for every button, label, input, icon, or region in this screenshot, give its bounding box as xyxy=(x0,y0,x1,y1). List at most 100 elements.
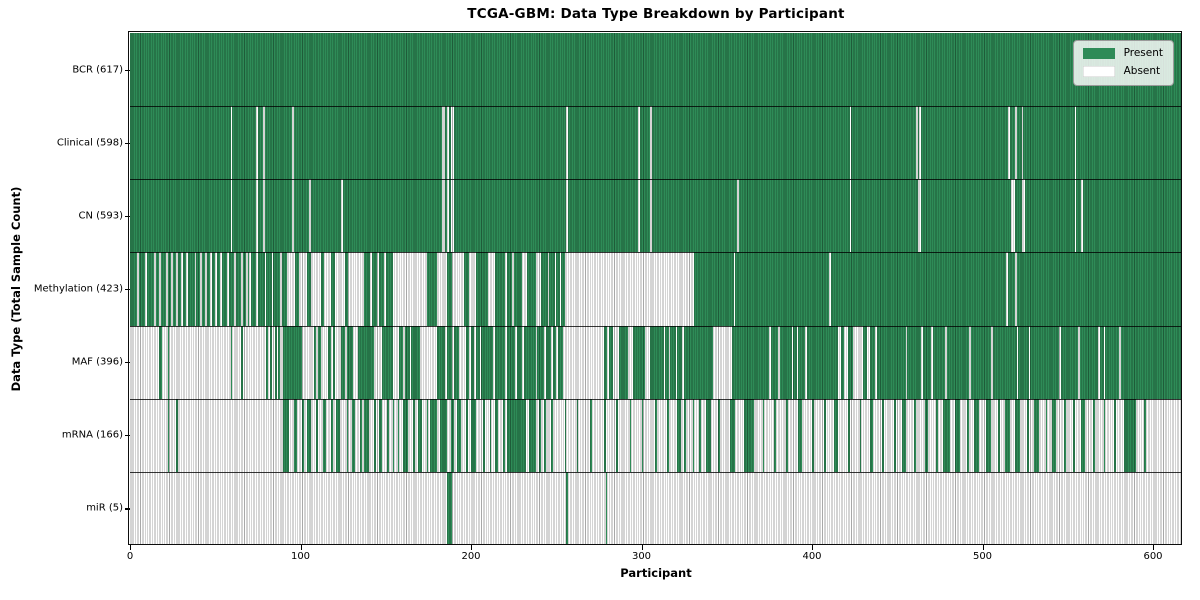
heatmap-segment xyxy=(805,325,807,399)
heatmap-segment xyxy=(786,398,789,472)
heatmap-segment xyxy=(452,325,454,399)
heatmap-segment xyxy=(564,252,695,326)
heatmap-segment xyxy=(1014,106,1017,180)
x-tick-mark xyxy=(130,545,132,550)
heatmap-segment xyxy=(798,398,802,472)
y-tick-label: Clinical (598) xyxy=(56,137,123,149)
heatmap-segment xyxy=(291,179,294,253)
heatmap-segment xyxy=(1045,398,1048,472)
heatmap-segment xyxy=(234,252,236,326)
x-tick-mark xyxy=(641,545,643,550)
heatmap-segment xyxy=(230,106,233,180)
heatmap-segment xyxy=(762,398,765,472)
heatmap-segment xyxy=(916,106,918,180)
legend-entry-present: Present xyxy=(1082,48,1163,59)
heatmap-segment xyxy=(181,252,183,326)
heatmap-segment xyxy=(1021,106,1024,180)
heatmap-segment xyxy=(1103,398,1106,472)
heatmap-segment xyxy=(315,398,318,472)
heatmap-segment xyxy=(1098,325,1101,399)
heatmap-segment xyxy=(924,398,928,472)
heatmap-segment xyxy=(1021,179,1026,253)
heatmap-segment xyxy=(227,252,229,326)
heatmap-segment xyxy=(271,252,274,326)
heatmap-segment xyxy=(655,398,657,472)
x-tick-label: 400 xyxy=(802,551,822,562)
y-tick-label: CN (593) xyxy=(78,210,123,222)
heatmap-segment xyxy=(1004,398,1010,472)
heatmap-segment xyxy=(373,325,383,399)
heatmap-row-clinical xyxy=(130,106,1182,180)
heatmap-segment xyxy=(1014,252,1017,326)
legend-label-absent: Absent xyxy=(1123,65,1161,78)
heatmap-segment xyxy=(812,398,814,472)
heatmap-segment xyxy=(426,398,429,472)
heatmap-segment xyxy=(457,398,461,472)
heatmap-segment xyxy=(718,398,720,472)
heatmap-segment xyxy=(736,179,739,253)
heatmap-segment xyxy=(307,398,311,472)
heatmap-segment xyxy=(232,325,241,399)
heatmap-segment xyxy=(1052,398,1056,472)
heatmap-segment xyxy=(293,398,298,472)
heatmap-segment xyxy=(997,398,1000,472)
heatmap-segment xyxy=(551,325,553,399)
heatmap-segment xyxy=(384,252,386,326)
heatmap-segment xyxy=(136,252,139,326)
heatmap-segment xyxy=(607,325,610,399)
heatmap-segment xyxy=(605,471,608,545)
heatmap-segment xyxy=(474,325,477,399)
heatmap-segment xyxy=(905,325,908,399)
heatmap-segment xyxy=(280,252,282,326)
heatmap-segment xyxy=(268,325,270,399)
heatmap-segment xyxy=(1016,325,1019,399)
heatmap-segment xyxy=(985,398,992,472)
heatmap-segment xyxy=(627,325,633,399)
heatmap-segment xyxy=(452,252,465,326)
heatmap-segment xyxy=(442,179,446,253)
heatmap-segment xyxy=(638,179,640,253)
heatmap-segment xyxy=(667,398,669,472)
y-tick-label: mRNA (166) xyxy=(61,429,123,441)
absent-swatch-icon xyxy=(1082,66,1115,77)
heatmap-segment xyxy=(675,325,678,399)
heatmap-segment xyxy=(1093,398,1096,472)
heatmap-segment xyxy=(447,179,449,253)
heatmap-segment xyxy=(145,252,148,326)
heatmap-segment xyxy=(1072,398,1075,472)
heatmap-segment xyxy=(566,471,569,545)
y-tick-mark xyxy=(125,142,130,144)
heatmap-segment xyxy=(471,398,477,472)
heatmap-segment xyxy=(535,325,538,399)
heatmap-segment xyxy=(515,325,518,399)
heatmap-segment xyxy=(450,179,454,253)
cell-grid-overlay xyxy=(130,33,1182,545)
heatmap-segment xyxy=(280,325,284,399)
heatmap-segment xyxy=(566,106,569,180)
heatmap-segment xyxy=(1059,325,1061,399)
heatmap-segment xyxy=(334,325,342,399)
x-tick-label: 300 xyxy=(631,551,652,562)
heatmap-segment xyxy=(931,325,934,399)
heatmap-segment xyxy=(271,325,275,399)
heatmap-row-mrna xyxy=(130,398,1182,472)
heatmap-segment xyxy=(479,325,482,399)
heatmap-segment xyxy=(917,179,922,253)
heatmap-segment xyxy=(348,252,364,326)
heatmap-segment xyxy=(866,325,870,399)
heatmap-segment xyxy=(849,179,852,253)
heatmap-segment xyxy=(967,398,969,472)
heatmap-segment xyxy=(370,252,373,326)
x-tick-mark xyxy=(1153,545,1155,550)
heatmap-segment xyxy=(302,398,304,472)
heatmap-segment xyxy=(482,398,485,472)
heatmap-segment xyxy=(973,398,980,472)
heatmap-segment xyxy=(682,325,685,399)
heatmap-segment xyxy=(264,252,267,326)
heatmap-row-bcr xyxy=(130,33,1182,107)
heatmap-segment xyxy=(286,252,296,326)
heatmap-segment xyxy=(503,398,506,472)
heatmap-segment xyxy=(494,398,499,472)
heatmap-segment xyxy=(612,325,620,399)
